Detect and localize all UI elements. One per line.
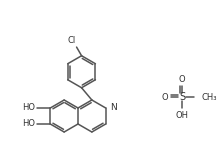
Text: CH₃: CH₃: [201, 93, 217, 102]
Text: O: O: [162, 93, 168, 102]
Text: HO: HO: [22, 104, 35, 112]
Text: HO: HO: [22, 120, 35, 128]
Text: S: S: [179, 92, 185, 102]
Text: OH: OH: [175, 110, 189, 120]
Text: N: N: [110, 104, 116, 112]
Text: Cl: Cl: [67, 36, 75, 45]
Text: O: O: [179, 75, 185, 85]
